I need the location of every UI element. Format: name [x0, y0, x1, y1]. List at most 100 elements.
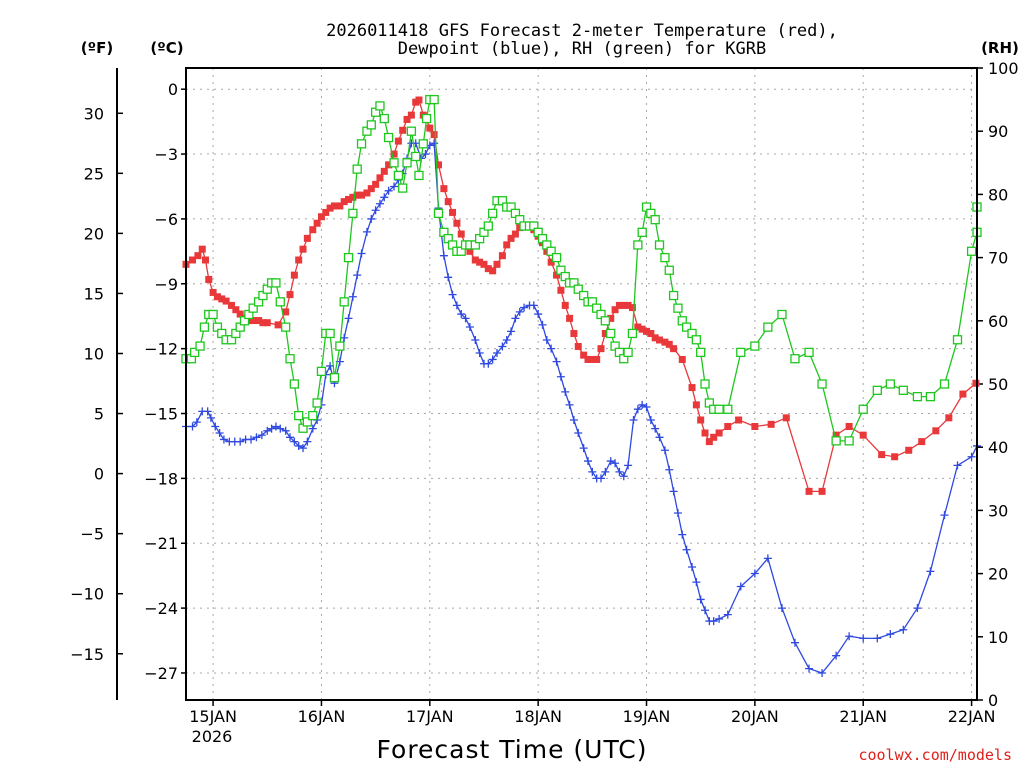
rh-point [637, 227, 647, 237]
dewpoint-point [281, 426, 290, 435]
dewpoint-point [619, 472, 628, 481]
2-meter-temperature-point [715, 429, 723, 437]
right-unit-rh: (RH) [981, 39, 1019, 57]
rh-point [421, 113, 432, 124]
rh-tick-label: 0 [988, 691, 998, 710]
2-meter-temperature-point [299, 245, 307, 253]
2-meter-temperature-point [580, 351, 588, 359]
dewpoint-point [247, 435, 256, 444]
fahrenheit-tick-label: 0 [94, 465, 104, 484]
rh-point [736, 347, 746, 358]
dewpoint-point [219, 435, 228, 444]
rh-point [383, 132, 394, 143]
2-meter-temperature-point [905, 446, 913, 454]
dewpoint-point [673, 508, 682, 517]
rh-point [898, 385, 908, 395]
2-meter-temperature-point [932, 427, 940, 435]
rh-point [750, 341, 760, 351]
dewpoint-point [899, 625, 908, 634]
rh-tick-label: 80 [988, 185, 1008, 204]
dewpoint-point [859, 634, 868, 643]
2-meter-temperature-point [878, 451, 886, 459]
2-meter-temperature-point [593, 355, 601, 363]
dewpoint-point [709, 617, 718, 626]
2-meter-temperature-point [710, 433, 718, 441]
dewpoint-point [601, 467, 610, 476]
dewpoint-point [520, 303, 529, 312]
rh-point [343, 252, 354, 263]
fahrenheit-tick-label: 10 [84, 344, 104, 363]
2-meter-temperature-point [972, 379, 980, 387]
2-meter-temperature-point [236, 310, 244, 318]
fahrenheit-ticks: 30 25 20 15 10 5 0 −5 −10 −15 [70, 104, 123, 664]
dewpoint-point [471, 336, 480, 344]
x-tick-label: 22JAN [948, 707, 996, 726]
dewpoint-point [886, 630, 895, 639]
dewpoint-point [340, 333, 349, 342]
2-meter-temperature-point [661, 338, 669, 346]
2-meter-temperature-point [198, 245, 206, 253]
rh-tick-label: 70 [988, 249, 1008, 268]
rh-tick-label: 60 [988, 312, 1008, 331]
2-meter-temperature-point [665, 340, 673, 348]
rh-point [308, 410, 318, 421]
2-meter-temperature-point [345, 195, 353, 203]
2-meter-temperature-point [782, 414, 790, 422]
rh-point [398, 183, 408, 193]
rh-point [546, 246, 556, 256]
rh-point [872, 385, 882, 395]
dewpoint-point [584, 457, 593, 466]
2-meter-temperature-point [945, 414, 953, 422]
rh-point [952, 335, 963, 345]
2-meter-temperature-point [358, 191, 366, 199]
dewpoint-point [384, 186, 393, 195]
2-meter-temperature-point [697, 416, 705, 424]
2-meter-temperature-point [403, 115, 411, 123]
rh-point [939, 379, 950, 389]
dewpoint-point [299, 444, 308, 453]
rh-point [673, 303, 683, 313]
dewpoint-point [353, 271, 362, 280]
2-meter-temperature-point [434, 161, 442, 169]
2-meter-temperature-point [638, 325, 646, 333]
dewpoint-point [263, 426, 272, 435]
dewpoint-point [252, 433, 261, 442]
left-unit-celsius: (ºC) [150, 39, 183, 57]
2-meter-temperature-point [484, 265, 492, 273]
rh-point [335, 341, 345, 351]
dewpoint-point [736, 582, 745, 591]
dewpoint-point [832, 651, 841, 660]
2-meter-temperature-point [309, 226, 317, 234]
dewpoint-point [692, 578, 701, 587]
2-meter-temperature-point [209, 288, 217, 296]
dewpoint-point [606, 457, 615, 466]
rh-point [660, 252, 670, 263]
2-meter-temperature-point [353, 191, 361, 199]
series-dewpoint [182, 139, 981, 677]
fahrenheit-tick-label: 30 [84, 104, 104, 123]
dewpoint-point [439, 251, 448, 260]
2-meter-temperature-point [588, 355, 596, 363]
2-meter-temperature-point [959, 390, 967, 398]
2-meter-temperature-point [399, 126, 407, 134]
rh-point [325, 328, 335, 339]
2-meter-temperature-point [735, 416, 743, 424]
2-meter-temperature-point [394, 137, 402, 145]
rh-point [487, 208, 498, 219]
rh-point [831, 436, 841, 446]
rh-point [329, 373, 340, 383]
dewpoint-point [461, 314, 470, 323]
rh-point [271, 278, 281, 288]
dewpoint-point [308, 424, 317, 433]
rh-point [275, 297, 285, 307]
2-meter-temperature-point [326, 204, 334, 212]
2-meter-temperature-point [313, 219, 321, 227]
2-meter-temperature-point [372, 180, 380, 188]
rh-point [483, 221, 493, 231]
rh-point [696, 347, 706, 358]
dewpoint-point [638, 400, 647, 409]
rh-point [195, 341, 205, 351]
2-meter-temperature-point [701, 429, 709, 437]
2-meter-temperature-point [430, 131, 438, 139]
2-meter-temperature-point [367, 185, 375, 193]
